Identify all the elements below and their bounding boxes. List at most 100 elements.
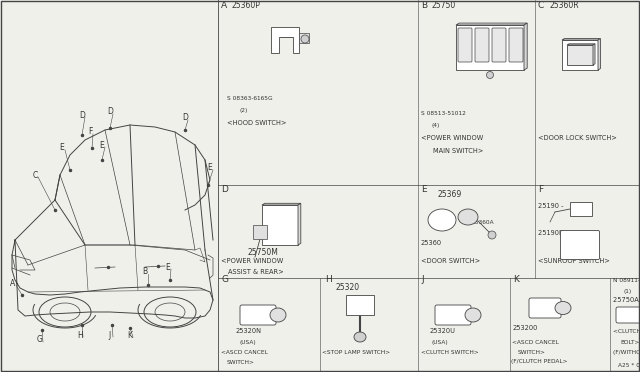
Text: D: D <box>221 185 228 194</box>
Text: A: A <box>10 279 15 288</box>
Text: 25750: 25750 <box>432 1 456 10</box>
Polygon shape <box>598 39 600 70</box>
Text: <POWER WINDOW: <POWER WINDOW <box>421 135 483 141</box>
FancyBboxPatch shape <box>561 231 600 260</box>
Text: 253200: 253200 <box>513 325 538 331</box>
Text: B: B <box>421 1 427 10</box>
Text: H: H <box>77 330 83 340</box>
FancyBboxPatch shape <box>346 295 374 315</box>
Polygon shape <box>562 39 600 40</box>
Text: N 08911-34000: N 08911-34000 <box>613 278 640 283</box>
FancyBboxPatch shape <box>299 33 309 43</box>
Polygon shape <box>262 203 301 205</box>
FancyBboxPatch shape <box>529 298 561 318</box>
Text: 25320: 25320 <box>335 283 359 292</box>
FancyBboxPatch shape <box>458 28 472 62</box>
Text: G: G <box>37 336 43 344</box>
Text: 25360A: 25360A <box>472 220 495 225</box>
Text: <POWER WINDOW: <POWER WINDOW <box>221 258 284 264</box>
Text: S 08363-6165G: S 08363-6165G <box>227 96 273 101</box>
Circle shape <box>488 231 496 239</box>
Text: 25369: 25369 <box>438 190 462 199</box>
Text: B: B <box>143 267 148 276</box>
Text: (F/WITHOUT ASCD>: (F/WITHOUT ASCD> <box>613 350 640 355</box>
FancyBboxPatch shape <box>570 202 592 216</box>
Polygon shape <box>593 44 595 65</box>
Polygon shape <box>524 23 527 70</box>
Text: S 08513-51012: S 08513-51012 <box>421 111 466 116</box>
Text: <HOOD SWITCH>: <HOOD SWITCH> <box>227 120 287 126</box>
Polygon shape <box>562 40 598 70</box>
Text: D: D <box>182 113 188 122</box>
Text: 25360R: 25360R <box>550 1 580 10</box>
Text: SWITCH>: SWITCH> <box>518 350 546 355</box>
Polygon shape <box>456 23 527 25</box>
Ellipse shape <box>465 308 481 322</box>
Text: F: F <box>88 128 92 137</box>
FancyBboxPatch shape <box>475 28 489 62</box>
FancyBboxPatch shape <box>509 28 523 62</box>
Text: K: K <box>513 275 519 284</box>
Circle shape <box>301 35 309 43</box>
Circle shape <box>486 71 493 78</box>
Polygon shape <box>567 45 593 65</box>
Text: E: E <box>100 141 104 150</box>
Text: H: H <box>325 275 332 284</box>
Polygon shape <box>298 203 301 245</box>
FancyBboxPatch shape <box>492 28 506 62</box>
Text: <DOOR SWITCH>: <DOOR SWITCH> <box>421 258 480 264</box>
Polygon shape <box>567 44 595 45</box>
Ellipse shape <box>270 308 286 322</box>
Text: (F/CLUTCH PEDAL>: (F/CLUTCH PEDAL> <box>511 359 568 364</box>
Text: 25360P: 25360P <box>232 1 261 10</box>
Ellipse shape <box>458 209 478 225</box>
Text: (2): (2) <box>239 108 248 113</box>
Text: A: A <box>221 1 227 10</box>
Ellipse shape <box>555 301 571 314</box>
Ellipse shape <box>428 209 456 231</box>
Text: (USA): (USA) <box>239 340 256 345</box>
Text: 25190 -: 25190 - <box>538 203 563 209</box>
Text: <CLUTCH STOPPER: <CLUTCH STOPPER <box>613 329 640 334</box>
Text: BOLT>: BOLT> <box>620 340 639 345</box>
Text: (USA): (USA) <box>432 340 449 345</box>
FancyBboxPatch shape <box>435 305 471 325</box>
Text: K: K <box>127 330 132 340</box>
Text: E: E <box>60 144 65 153</box>
Polygon shape <box>456 25 524 70</box>
FancyBboxPatch shape <box>253 225 267 239</box>
FancyBboxPatch shape <box>240 305 276 325</box>
Ellipse shape <box>354 332 366 342</box>
Text: 25360: 25360 <box>421 240 442 246</box>
Text: J: J <box>109 330 111 340</box>
Text: A25 * 03 7: A25 * 03 7 <box>618 363 640 368</box>
Text: (1): (1) <box>623 289 631 294</box>
Text: 25320N: 25320N <box>236 328 262 334</box>
Text: ASSIST & REAR>: ASSIST & REAR> <box>228 269 284 275</box>
Text: <CLUTCH SWITCH>: <CLUTCH SWITCH> <box>421 350 479 355</box>
Polygon shape <box>262 205 298 245</box>
Text: MAIN SWITCH>: MAIN SWITCH> <box>433 148 483 154</box>
Text: SWITCH>: SWITCH> <box>227 360 255 365</box>
Text: 25320U: 25320U <box>430 328 456 334</box>
Text: 25750A -: 25750A - <box>613 297 640 303</box>
Text: <DOOR LOCK SWITCH>: <DOOR LOCK SWITCH> <box>538 135 617 141</box>
Polygon shape <box>271 27 299 53</box>
FancyBboxPatch shape <box>616 307 640 323</box>
Text: J: J <box>421 275 424 284</box>
Text: C: C <box>33 170 38 180</box>
Text: C: C <box>538 1 544 10</box>
Text: (4): (4) <box>432 123 440 128</box>
Text: 25750M: 25750M <box>248 248 279 257</box>
Text: <SUNROOF SWITCH>: <SUNROOF SWITCH> <box>538 258 610 264</box>
Text: D: D <box>107 108 113 116</box>
Text: E: E <box>207 164 212 173</box>
Text: <ASCD CANCEL: <ASCD CANCEL <box>221 350 268 355</box>
Text: 25190E -: 25190E - <box>538 230 568 236</box>
Text: G: G <box>221 275 228 284</box>
Text: D: D <box>79 110 85 119</box>
Text: E: E <box>421 185 427 194</box>
Text: <ASCD CANCEL: <ASCD CANCEL <box>512 340 559 345</box>
Text: F: F <box>538 185 543 194</box>
Text: <STOP LAMP SWITCH>: <STOP LAMP SWITCH> <box>322 350 390 355</box>
